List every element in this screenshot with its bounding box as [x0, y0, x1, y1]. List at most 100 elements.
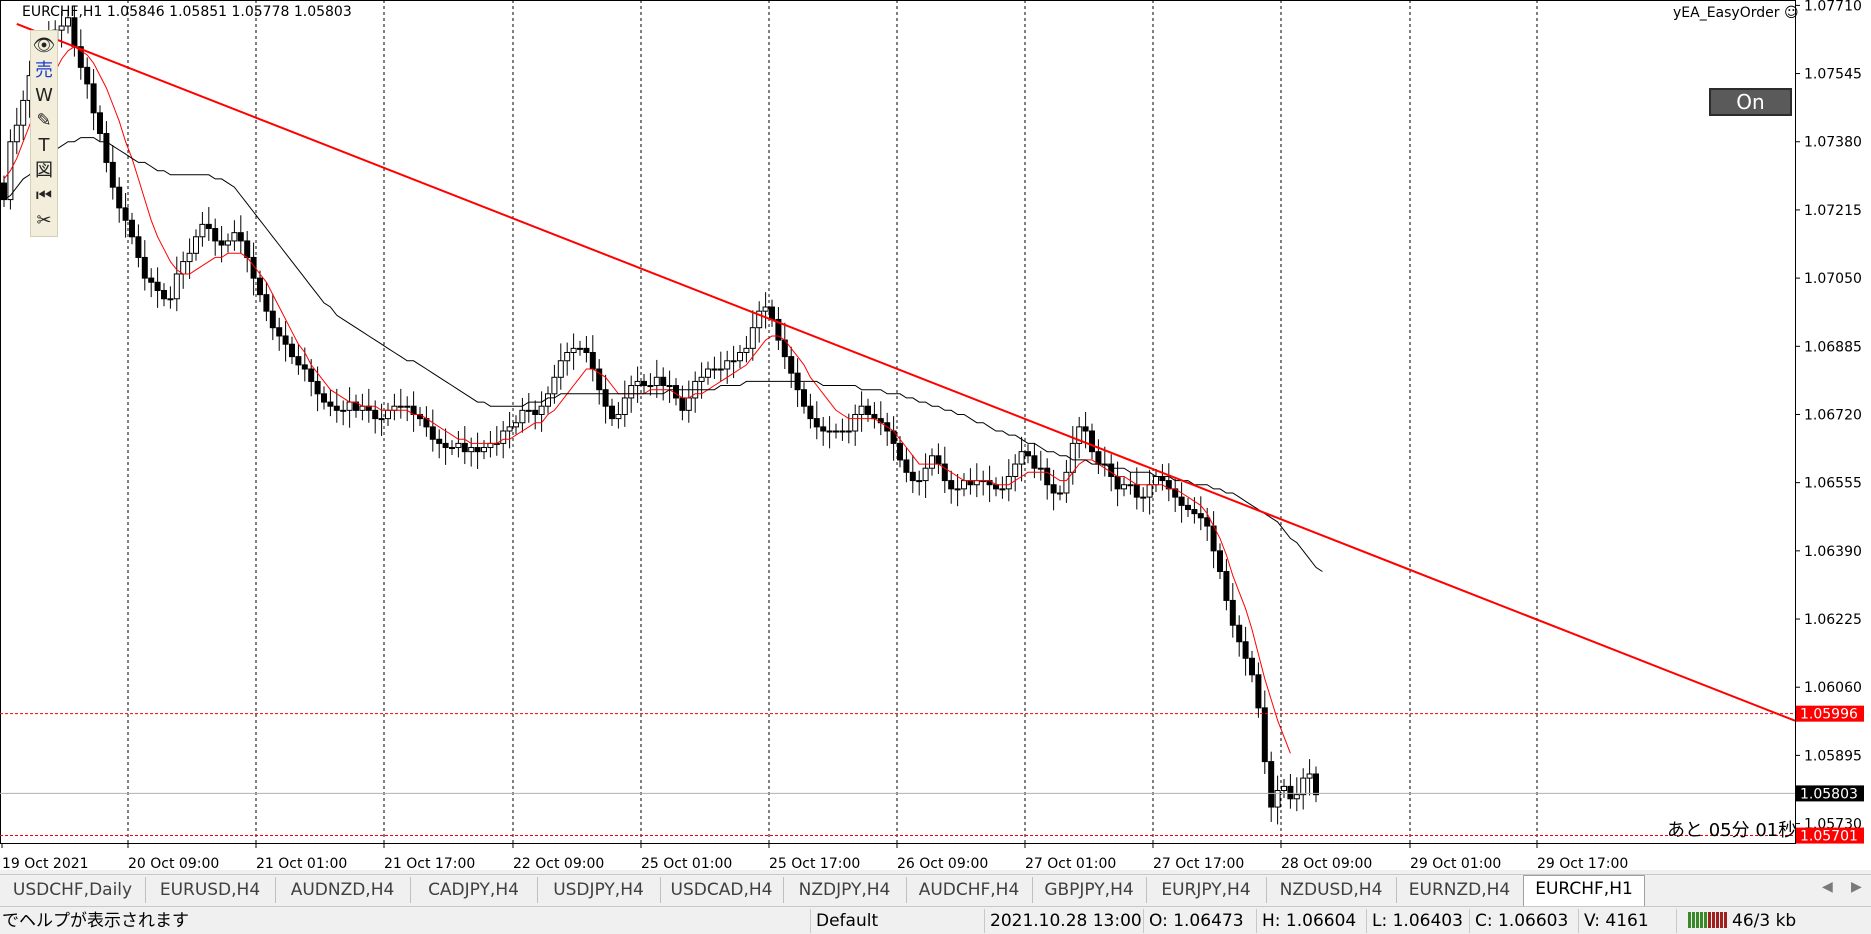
candle-body	[922, 467, 929, 482]
tab-eurjpy-h4[interactable]: EURJPY,H4	[1146, 877, 1267, 903]
tab-gbpjpy-h4[interactable]: GBPJPY,H4	[1032, 877, 1147, 903]
tab-scroll-left-icon[interactable]: ◀	[1822, 879, 1833, 895]
candle-body	[1140, 496, 1147, 499]
tab-nzdjpy-h4[interactable]: NZDJPY,H4	[783, 877, 907, 903]
candle-body	[564, 351, 571, 362]
sell-icon[interactable]: 売	[35, 60, 53, 81]
candle-body	[474, 447, 481, 453]
candle-body	[154, 281, 161, 292]
tab-eurnzd-h4[interactable]: EURNZD,H4	[1396, 877, 1524, 903]
candle-body	[935, 455, 942, 465]
candle-body	[711, 368, 718, 371]
y-tick-label: 1.06225	[1804, 612, 1862, 628]
connection-bar	[1712, 912, 1715, 928]
candle-body	[359, 405, 366, 411]
tab-scroll-right-icon[interactable]: ▶	[1851, 879, 1862, 895]
candle-body	[231, 232, 238, 242]
candle-body	[205, 223, 212, 230]
text-icon[interactable]: T	[38, 135, 50, 156]
tab-usdchf-daily[interactable]: USDCHF,Daily	[0, 877, 146, 903]
candle-body	[263, 294, 270, 312]
w-icon[interactable]: W	[35, 85, 53, 106]
candle-body	[129, 219, 135, 238]
candle-body	[948, 480, 955, 490]
chart-tabs: ◀ ▶ USDCHF,Daily EURUSD,H4 AUDNZD,H4 CADJPY…	[0, 874, 1871, 907]
y-tick-label: 1.06885	[1804, 339, 1862, 355]
candle-body	[1178, 496, 1185, 506]
candle-body	[769, 306, 775, 320]
screenshot-icon[interactable]: 図	[35, 160, 53, 181]
candle-body	[1249, 657, 1255, 676]
scissors-icon[interactable]: ✂	[36, 210, 52, 231]
rewind-icon[interactable]: ⏮	[35, 185, 53, 206]
candle-body	[250, 256, 257, 279]
tab-nzdusd-h4[interactable]: NZDUSD,H4	[1266, 877, 1397, 903]
candle-body	[1089, 430, 1095, 453]
x-tick-label: 25 Oct 01:00	[641, 856, 732, 870]
y-tick-label: 1.06060	[1804, 680, 1862, 696]
candle-body	[244, 240, 251, 258]
tab-usdcad-h4[interactable]: USDCAD,H4	[660, 877, 784, 903]
profile-name: Default	[816, 911, 879, 931]
candle-body	[90, 83, 97, 114]
candle-body	[301, 364, 308, 370]
candle-body	[1025, 451, 1031, 457]
candle-body	[186, 252, 193, 263]
candle-body	[647, 385, 654, 388]
candle-body	[20, 99, 27, 126]
price-chart[interactable]: 1.07710 1.07545 1.07380 1.07215 1.07050 1.068…	[0, 0, 1871, 870]
candle-body	[77, 46, 84, 68]
candle-body	[1159, 475, 1166, 482]
candle-body	[1153, 475, 1159, 486]
candle-body	[685, 397, 692, 411]
candle-body	[570, 347, 577, 353]
candle-body	[295, 356, 302, 366]
trend-line	[16, 23, 1796, 722]
candle-body	[487, 442, 494, 449]
candle-body	[237, 232, 244, 242]
tab-eurusd-h4[interactable]: EURUSD,H4	[145, 877, 276, 903]
candle-body	[282, 335, 289, 345]
candle-body	[1005, 475, 1012, 490]
candle-body	[551, 376, 558, 395]
candle-body	[897, 442, 903, 461]
candle-body	[199, 223, 206, 238]
tab-eurchf-h1[interactable]: EURCHF,H1	[1523, 875, 1645, 906]
candle-body	[1287, 785, 1294, 800]
candle-body	[218, 240, 225, 246]
candle-body	[871, 413, 878, 420]
candle-body	[116, 186, 123, 209]
tab-audnzd-h4[interactable]: AUDNZD,H4	[275, 877, 411, 903]
candle-body	[1261, 707, 1268, 763]
candle-body	[1293, 794, 1300, 800]
chart-area[interactable]: 1.07710 1.07545 1.07380 1.07215 1.07050 1.068…	[0, 0, 1871, 870]
x-tick-label: 29 Oct 01:00	[1410, 856, 1501, 870]
eye-icon[interactable]: 👁	[32, 35, 56, 56]
candle-body	[730, 360, 737, 363]
ea-toolbar: 👁 売 W ✎ T 図 ⏮ ✂	[30, 30, 58, 237]
candle-body	[1217, 550, 1223, 573]
candle-body	[173, 273, 180, 300]
candle-body	[1313, 773, 1319, 796]
x-tick-label: 27 Oct 01:00	[1025, 856, 1116, 870]
on-button[interactable]: On	[1709, 88, 1792, 116]
candle-body	[97, 112, 103, 134]
y-tick-label: 1.06390	[1804, 544, 1862, 560]
pencil-icon[interactable]: ✎	[36, 110, 52, 131]
x-tick-label: 21 Oct 17:00	[384, 856, 475, 870]
candle-body	[1, 182, 7, 201]
candle-body	[404, 405, 411, 408]
x-tick-label: 26 Oct 09:00	[897, 856, 988, 870]
candle-body	[762, 306, 769, 312]
candle-body	[1121, 484, 1127, 490]
candle-body	[705, 368, 711, 378]
candle-body	[845, 430, 852, 433]
candle-body	[801, 389, 807, 407]
candle-body	[679, 397, 686, 411]
tab-usdjpy-h4[interactable]: USDJPY,H4	[537, 877, 661, 903]
candle-body	[257, 277, 263, 296]
candle-body	[641, 380, 647, 387]
tab-audchf-h4[interactable]: AUDCHF,H4	[906, 877, 1033, 903]
tab-cadjpy-h4[interactable]: CADJPY,H4	[410, 877, 538, 903]
candle-body	[1300, 777, 1307, 796]
